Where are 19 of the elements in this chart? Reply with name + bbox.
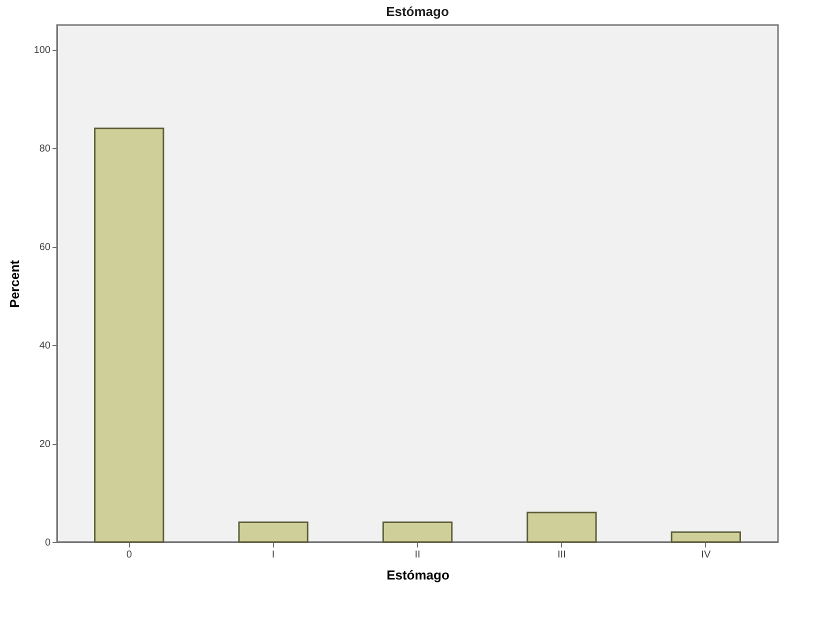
bar xyxy=(238,522,308,543)
y-axis-title: Percent xyxy=(6,259,22,308)
x-tick-label: III xyxy=(558,550,566,560)
y-tick-label: 40 xyxy=(39,340,51,352)
x-tick-label: IV xyxy=(701,550,711,560)
y-tick-label: 0 xyxy=(44,538,51,548)
x-axis-title: Estómago xyxy=(386,568,450,582)
y-tick-label: 20 xyxy=(39,439,51,450)
y-tick-label: 80 xyxy=(39,144,51,155)
bar xyxy=(670,531,741,543)
chart-title: Estómago xyxy=(386,4,449,19)
bar xyxy=(382,522,453,543)
x-tick-label: 0 xyxy=(126,550,132,560)
x-tick-label: I xyxy=(272,550,275,560)
bar xyxy=(94,128,164,543)
bar xyxy=(526,512,597,543)
x-tick-label: II xyxy=(414,550,420,560)
y-tick-label: 60 xyxy=(39,242,51,254)
y-tick-label: 100 xyxy=(34,45,51,56)
